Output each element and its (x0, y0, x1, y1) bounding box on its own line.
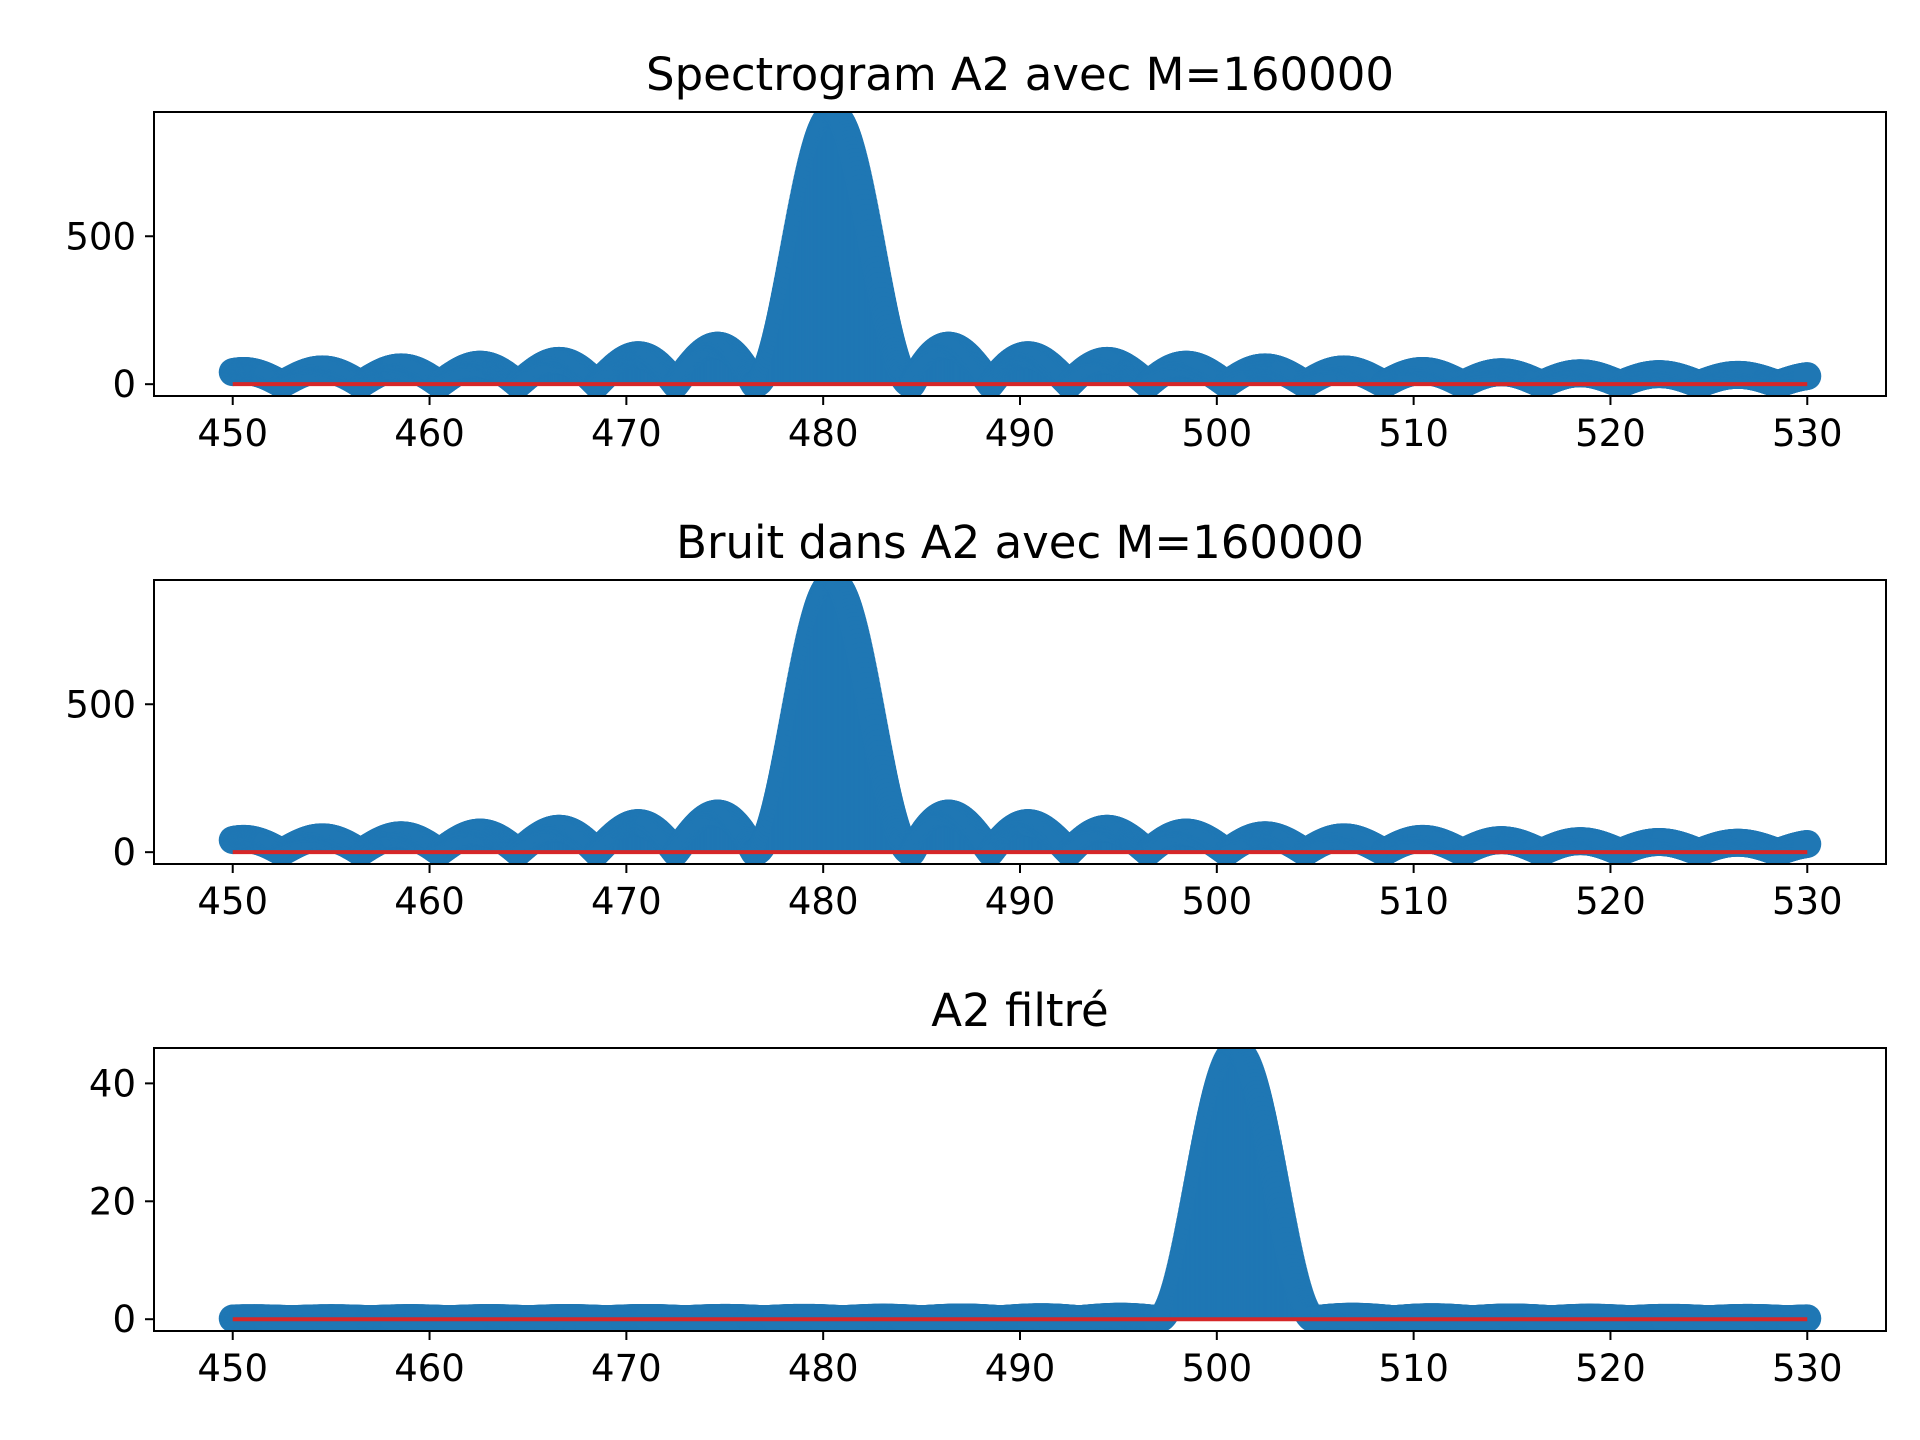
y-tick-label: 500 (65, 215, 136, 258)
y-tick-label: 0 (112, 363, 136, 406)
x-tick-label: 490 (985, 412, 1056, 455)
subplot-noise: Bruit dans A2 avec M=160000 450 460 470 480… (65, 516, 1887, 923)
plot-area (218, 580, 1822, 864)
x-tick-label: 460 (394, 412, 465, 455)
x-tick-label: 520 (1575, 412, 1646, 455)
subplot-title: Spectrogram A2 avec M=160000 (646, 48, 1394, 101)
subplot-title: Bruit dans A2 avec M=160000 (676, 516, 1364, 569)
plot-area (218, 112, 1822, 396)
subplot-spectrogram: Spectrogram A2 avec M=160000 450 460 470 48… (65, 48, 1887, 455)
x-tick-label: 510 (1378, 412, 1449, 455)
x-tick-label: 480 (788, 412, 859, 455)
x-tick-label: 500 (1182, 412, 1253, 455)
x-tick-label: 530 (1772, 412, 1843, 455)
x-tick-label: 470 (591, 412, 662, 455)
x-tick-label: 450 (197, 412, 268, 455)
